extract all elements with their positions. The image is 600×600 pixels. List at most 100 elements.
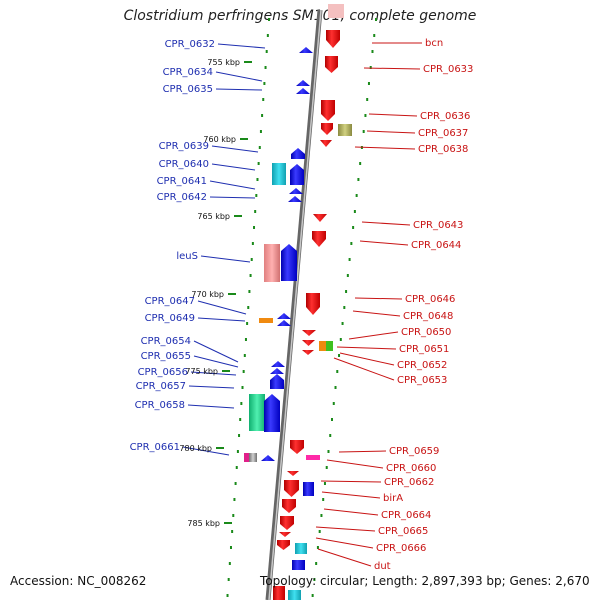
topology-text: Topology: circular; Length: 2,897,393 bp…: [260, 574, 590, 588]
left-leader-line: [209, 180, 256, 190]
left-leader-line: [217, 43, 266, 49]
left-gene-label: CPR_0661: [130, 442, 180, 453]
right-leader-line: [348, 331, 399, 340]
right-leader-line: [320, 480, 382, 483]
right-leader-line: [339, 352, 395, 366]
left-leader-line: [187, 404, 235, 409]
gene-cpr0634: [296, 80, 310, 86]
right-leader-line: [321, 491, 381, 499]
left-gene-label: leuS: [176, 251, 198, 262]
gene-cpr0657: [270, 374, 284, 389]
left-leader-line: [188, 385, 235, 389]
tick-label: 760 kbp: [203, 135, 236, 144]
left-gene-label: CPR_0656: [138, 367, 188, 378]
right-gene-label: bcn: [425, 38, 443, 49]
right-leader-line: [359, 240, 409, 246]
scale-ticks: 755 kbp 760 kbp 765 kbp 770 kbp 775 kbp 780 k…: [179, 58, 252, 528]
tick-label: 755 kbp: [207, 58, 240, 67]
gene-cpr0639: [291, 148, 305, 159]
map-title: Clostridium perfringens SM101, complete …: [123, 8, 477, 24]
gene-cpr0662: [284, 480, 299, 497]
gene-leus: [264, 244, 280, 282]
right-gene-label: CPR_0636: [420, 111, 470, 122]
right-leader-line: [354, 146, 416, 150]
left-gene-label: CPR_0641: [157, 176, 207, 187]
right-gene-label: CPR_0650: [401, 327, 451, 338]
right-leader-line: [368, 113, 418, 117]
left-gene-label: CPR_0655: [141, 351, 191, 362]
left-gene-labels: CPR_0632 CPR_0634 CPR_0635 CPR_0639 CPR_0640…: [130, 39, 215, 453]
left-leader-line: [193, 340, 239, 363]
right-leader-line: [366, 130, 416, 134]
gene-features: [244, 4, 352, 600]
left-gene-label: CPR_0647: [145, 296, 195, 307]
right-gene-label: CPR_0659: [389, 446, 439, 457]
left-leader-line: [197, 317, 246, 322]
gene-cpr0655: [270, 368, 284, 374]
right-gene-label: birA: [383, 493, 403, 504]
right-leader-line: [336, 346, 397, 350]
gene-cpr0664: [282, 499, 296, 513]
left-leader-lines: [182, 43, 266, 456]
gene-cpr0640: [272, 163, 286, 185]
right-gene-label: dut: [374, 561, 391, 572]
gene-cpr0659: [290, 440, 304, 454]
right-gene-label: CPR_0638: [418, 144, 468, 155]
gene-cpr0666: [277, 540, 290, 550]
gene-cpr0642: [288, 196, 302, 202]
gene-cpr0658: [249, 394, 265, 431]
gene-cpr0650c: [302, 350, 314, 355]
genome-backbone: [265, 9, 323, 600]
right-gene-labels: bcn CPR_0633 CPR_0636 CPR_0637 CPR_0638 CPR_0…: [374, 38, 473, 572]
gene-cpr0632: [299, 47, 313, 53]
gene-cpr0636: [321, 100, 335, 121]
gene-cpr0661: [261, 455, 275, 461]
gene-bcn: [326, 30, 340, 48]
left-gene-label: CPR_0657: [136, 381, 186, 392]
left-gene-label: CPR_0635: [163, 84, 213, 95]
right-leader-line: [352, 310, 401, 317]
right-gene-label: CPR_0633: [423, 64, 473, 75]
right-gene-label: CPR_0644: [411, 240, 461, 251]
right-gene-label: CPR_0665: [378, 526, 428, 537]
right-gene-label: CPR_0648: [403, 311, 453, 322]
left-leader-line: [200, 255, 251, 263]
right-gene-label: CPR_0662: [384, 477, 434, 488]
gene-cpr0646: [306, 293, 320, 315]
gene-cpr0651: [319, 341, 326, 351]
right-leader-line: [326, 459, 384, 469]
gene-cpr0650b: [302, 340, 315, 346]
gene-cpr0637a: [321, 123, 333, 135]
left-leader-line: [215, 71, 263, 82]
accession-text: Accession: NC_008262: [10, 574, 147, 588]
gene-cpr0641: [289, 188, 303, 194]
right-leader-line: [354, 297, 403, 300]
left-leader-line: [190, 371, 237, 376]
gene-cpr0637: [338, 124, 352, 136]
right-gene-label: CPR_0637: [418, 128, 468, 139]
left-leader-line: [182, 446, 230, 456]
gene-cpr0643: [313, 214, 327, 222]
right-gene-label: CPR_0664: [381, 510, 431, 521]
left-gene-label: CPR_0654: [141, 336, 191, 347]
right-leader-line: [338, 450, 387, 453]
tick-label: 785 kbp: [187, 519, 220, 528]
left-leader-line: [211, 163, 256, 171]
tick-label: 770 kbp: [191, 290, 224, 299]
gene-cpr0635: [296, 88, 310, 94]
left-gene-label: CPR_0658: [135, 400, 185, 411]
right-leader-line: [363, 67, 421, 70]
right-leader-lines: [315, 42, 422, 567]
gene-cpr0638: [320, 140, 332, 147]
left-gene-label: CPR_0649: [145, 313, 195, 324]
left-leader-line: [193, 355, 239, 368]
gene-cpr0654: [271, 361, 285, 367]
gene-cpr0647: [277, 313, 291, 319]
left-gene-label: CPR_0634: [163, 67, 213, 78]
gene-cpr0665: [280, 516, 294, 530]
right-leader-line: [315, 537, 374, 549]
gene-cpr0644: [312, 231, 326, 247]
right-gene-label: CPR_0666: [376, 543, 426, 554]
right-gene-label: CPR_0651: [399, 344, 449, 355]
left-leader-line: [209, 196, 256, 199]
